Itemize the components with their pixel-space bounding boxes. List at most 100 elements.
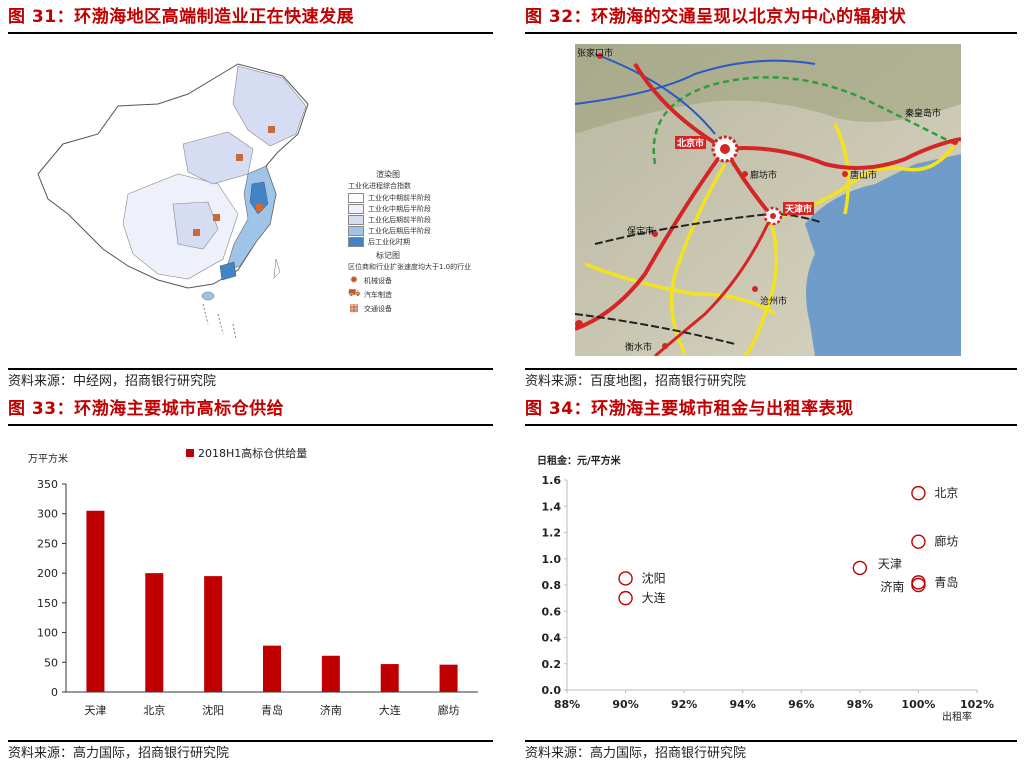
point-沈阳 (618, 571, 633, 586)
point-廊坊 (911, 534, 926, 549)
legend-label: 2018H1高标仓供给量 (198, 446, 307, 460)
point-label: 济南 (880, 579, 904, 594)
city-label-cangzhou: 沧州市 (760, 297, 788, 307)
figure-34-source: 资料来源：高力国际，招商银行研究院 (525, 740, 1017, 766)
legend-marker-label: 汽车制造 (364, 290, 392, 299)
legend-item: 后工业化时期 (348, 237, 493, 247)
figure-33-title: 图 33：环渤海主要城市高标仓供给 (8, 396, 493, 426)
x-tick-label: 90% (612, 698, 638, 711)
point-大连 (618, 590, 633, 606)
bar-天津 (86, 510, 105, 692)
city-label-langfang: 廊坊市 (750, 171, 778, 181)
figure-31-title: 图 31：环渤海地区高端制造业正在快速发展 (8, 4, 493, 34)
y-axis-unit-label: 日租金：元/平方米 (537, 454, 622, 467)
y-tick-label: 50 (44, 656, 58, 669)
legend-marker-subheading: 区位商和行业扩张速度均大于1.0的行业 (348, 263, 472, 271)
city-label-baoding: 保定市 (627, 227, 655, 237)
x-tick-label: 98% (847, 698, 873, 711)
y-axis-unit-label: 万平方米 (28, 452, 68, 465)
legend-marker-label: 交通设备 (364, 304, 392, 313)
car-icon: ⛟ (348, 288, 361, 299)
point-label: 廊坊 (934, 534, 958, 549)
legend-item-label: 后工业化时期 (368, 238, 410, 246)
bar-济南 (321, 655, 340, 692)
x-axis-label: 出租率 (942, 710, 972, 723)
map-marker-car (268, 126, 275, 133)
point-北京 (911, 485, 926, 501)
x-tick-label: 102% (960, 698, 994, 711)
supply-bar-chart: 万平方米 2018H1高标仓供给量 0 50 100 150 200 250 300 350 天津 北… (28, 446, 478, 717)
legend-swatch (348, 215, 364, 225)
y-tick-label: 1.2 (542, 527, 562, 540)
x-tick-label: 天津 (84, 704, 106, 717)
city-label-zhangjiakou: 张家口市 (577, 49, 614, 59)
transport-map (574, 44, 962, 358)
legend-marker: ▦ 交通设备 (348, 303, 493, 314)
legend-heading: 渲染图 (376, 170, 400, 179)
legend-item: 工业化中期前半阶段 (348, 193, 493, 203)
point-天津 (852, 560, 868, 576)
figure-32-title: 图 32：环渤海的交通呈现以北京为中心的辐射状 (525, 4, 1017, 34)
x-tick-label: 92% (671, 698, 697, 711)
legend-marker-label: 机械设备 (364, 276, 392, 285)
y-tick-label: 0.0 (542, 684, 562, 697)
legend-items: 工业化中期前半阶段 工业化中期后半阶段 工业化后期前半阶段 工业化后期后半阶段 后工业化… (348, 193, 493, 247)
map-marker-train (256, 204, 263, 211)
region-post-industrial-south (219, 261, 237, 281)
green-ring-route (652, 76, 956, 165)
city-label-hengshui: 衡水市 (625, 343, 653, 353)
legend-item: 工业化后期后半阶段 (348, 226, 493, 236)
y-tick-label: 1.0 (542, 553, 562, 566)
china-map-area: 渲染图 工业化进程综合指数 工业化中期前半阶段 工业化中期后半阶段 工业化后期前半阶… (8, 34, 493, 368)
y-tick-label: 100 (37, 627, 58, 640)
bar-沈阳 (204, 576, 223, 692)
gear-icon: ✹ (349, 275, 359, 286)
tianjin-hub (763, 206, 783, 226)
transport-map-area: 张家口市 秦皇岛市 北京市 廊坊市 唐山市 天津市 保定市 沧州市 衡水市 (574, 44, 962, 358)
x-tick-label: 100% (901, 698, 935, 711)
figure-32-source: 资料来源：百度地图，招商银行研究院 (525, 368, 1017, 394)
legend-item-label: 工业化中期前半阶段 (368, 194, 431, 202)
city-label-beijing: 北京市 (675, 136, 707, 149)
figure-34-title: 图 34：环渤海主要城市租金与出租率表现 (525, 396, 1017, 426)
legend-marker: ⛟ 汽车制造 (348, 288, 493, 300)
y-tick-label: 0.2 (542, 658, 562, 671)
map-marker-gear-2 (193, 229, 200, 236)
bar-青岛 (263, 645, 281, 692)
rent-occupancy-scatter: 日租金：元/平方米 0.0 0.2 0.4 0.6 0.8 1.0 1.2 1.4 1.6 88% 9… (537, 454, 994, 723)
point-label: 北京 (934, 486, 958, 500)
y-tick-label: 0 (51, 686, 58, 699)
panel-32: 图 32：环渤海的交通呈现以北京为中心的辐射状 (525, 4, 1017, 392)
y-tick-label: 300 (37, 508, 58, 521)
legend-item: 工业化中期后半阶段 (348, 204, 493, 214)
legend-markers: ✹ 机械设备 ⛟ 汽车制造 ▦ 交通设备 (348, 275, 493, 314)
y-tick-label: 250 (37, 537, 58, 550)
point-济南 (911, 577, 926, 593)
bar-北京 (145, 573, 164, 692)
bar-大连 (380, 664, 399, 692)
x-tick-label: 青岛 (261, 703, 283, 717)
legend-item-label: 工业化后期后半阶段 (368, 227, 431, 235)
x-tick-label: 94% (730, 698, 756, 711)
legend-item: 工业化后期前半阶段 (348, 215, 493, 225)
legend-swatch (348, 204, 364, 214)
scatter-chart-area: 日租金：元/平方米 0.0 0.2 0.4 0.6 0.8 1.0 1.2 1.4 1.6 88% 9… (525, 426, 1017, 740)
beijing-hub (711, 135, 739, 163)
legend-item-label: 工业化中期后半阶段 (368, 205, 431, 213)
legend-marker-heading: 标记图 (376, 251, 400, 260)
panel-34: 图 34：环渤海主要城市租金与出租率表现 日租金：元/平方米 0.0 0.2 0.4 0… (525, 396, 1017, 766)
legend-item-label: 工业化后期前半阶段 (368, 216, 431, 224)
y-tick-label: 350 (37, 478, 58, 491)
figure-33-source: 资料来源：高力国际，招商银行研究院 (8, 740, 493, 766)
city-label-tianjin: 天津市 (783, 202, 815, 215)
figure-31-source: 资料来源：中经网，招商银行研究院 (8, 368, 493, 394)
y-tick-label: 0.4 (542, 632, 562, 645)
legend-swatch (348, 193, 364, 203)
x-tick-label: 北京 (143, 703, 165, 717)
legend-swatch (348, 226, 364, 236)
point-label: 青岛 (934, 574, 958, 589)
city-label-tangshan: 唐山市 (850, 171, 878, 181)
map-legend: 渲染图 工业化进程综合指数 工业化中期前半阶段 工业化中期后半阶段 工业化后期前半阶… (348, 169, 493, 317)
y-tick-label: 200 (37, 567, 58, 580)
region-northeast (232, 65, 307, 147)
